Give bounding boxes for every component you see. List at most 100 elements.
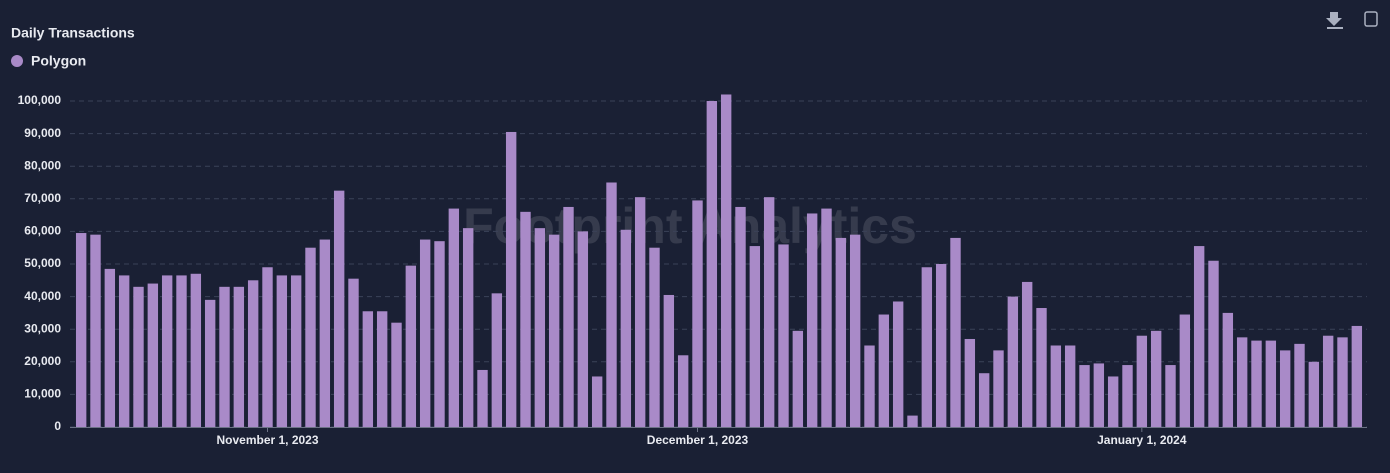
bar (520, 211, 531, 427)
bar (806, 213, 818, 427)
watermark: Footprint Analytics (463, 198, 917, 254)
bar (792, 330, 804, 427)
bar (1294, 343, 1305, 427)
bar (204, 299, 216, 427)
bar (391, 322, 402, 427)
bar (1136, 335, 1148, 427)
bar (534, 228, 546, 427)
bar (1079, 365, 1090, 427)
bar (405, 265, 417, 427)
bar (1279, 350, 1291, 427)
bar (233, 286, 245, 427)
bar (448, 208, 460, 427)
bar (606, 182, 617, 427)
y-tick-label: 70,000 (24, 191, 61, 205)
x-tick-label: December 1, 2023 (647, 433, 749, 447)
bar (333, 190, 345, 427)
bar (735, 206, 746, 427)
bar (620, 229, 632, 427)
bar (434, 241, 445, 427)
y-tick-label: 20,000 (24, 354, 61, 368)
bar (147, 283, 159, 427)
bar (219, 286, 230, 427)
bar (1179, 314, 1191, 427)
bar (749, 246, 761, 427)
bar (348, 278, 359, 427)
y-tick-label: 30,000 (24, 321, 61, 335)
bar (1208, 260, 1219, 427)
bar (677, 355, 689, 427)
legend-marker (11, 55, 23, 67)
bar (591, 376, 603, 427)
y-tick-label: 90,000 (24, 126, 61, 140)
bar (692, 200, 703, 427)
bar (419, 239, 431, 427)
bar (1193, 246, 1205, 427)
bar (1050, 345, 1062, 427)
bar (1122, 365, 1133, 427)
bar (663, 294, 675, 427)
y-tick-label: 80,000 (24, 158, 61, 172)
bar (935, 264, 947, 427)
bar (362, 311, 374, 427)
bar (305, 247, 316, 427)
y-tick-label: 50,000 (24, 256, 61, 270)
bar (118, 275, 130, 427)
bar (247, 280, 259, 427)
bar (1064, 345, 1076, 427)
bar (821, 208, 832, 427)
bar (921, 267, 933, 427)
bar (161, 275, 173, 427)
y-tick-label: 40,000 (24, 289, 61, 303)
bar (290, 275, 302, 427)
bar (864, 345, 875, 427)
bar (104, 268, 116, 427)
bar (763, 197, 775, 427)
bar (1251, 340, 1262, 427)
download-icon[interactable] (1326, 12, 1343, 29)
bar (950, 237, 961, 427)
api-icon[interactable] (1364, 11, 1378, 27)
bar (849, 234, 861, 427)
bar (1236, 337, 1248, 427)
y-tick-label: 10,000 (24, 387, 61, 401)
bar (491, 293, 503, 427)
bar (649, 247, 660, 427)
bar (1021, 281, 1033, 427)
bar (1222, 312, 1234, 427)
bar (993, 350, 1004, 427)
y-tick-label: 60,000 (24, 224, 61, 238)
legend-label: Polygon (31, 53, 86, 69)
bar (1093, 363, 1105, 427)
bar (1165, 365, 1176, 427)
bar (964, 338, 976, 427)
bar (1308, 361, 1320, 427)
bar (1107, 376, 1119, 427)
bar (276, 275, 288, 427)
bar (577, 231, 589, 427)
bar (190, 273, 202, 427)
bar (1007, 296, 1019, 427)
bar (720, 94, 732, 427)
bar (376, 311, 388, 427)
bar (133, 286, 144, 427)
bar (90, 234, 101, 427)
bar (262, 267, 273, 427)
bar (505, 131, 517, 427)
bar (1036, 308, 1047, 427)
bar (1322, 335, 1334, 427)
x-tick-label: January 1, 2024 (1097, 433, 1187, 447)
bar (477, 369, 488, 427)
bar (892, 301, 904, 427)
y-tick-label: 0 (54, 419, 61, 433)
y-tick-label: 100,000 (18, 93, 62, 107)
bar (1265, 340, 1277, 427)
bar (878, 314, 890, 427)
bar (978, 373, 990, 427)
bar (319, 239, 331, 427)
chart-title: Daily Transactions (11, 25, 135, 41)
bar (778, 244, 789, 427)
bar (75, 233, 87, 427)
x-tick-label: November 1, 2023 (216, 433, 318, 447)
